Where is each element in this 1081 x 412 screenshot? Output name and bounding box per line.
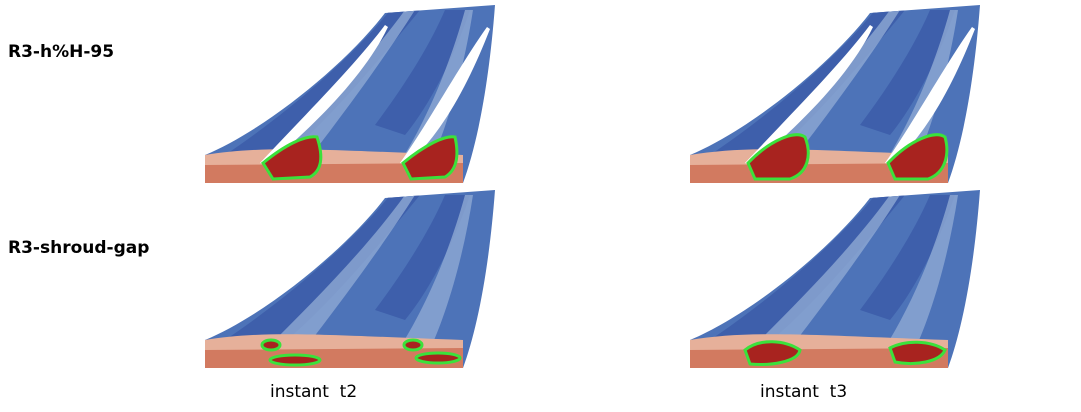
contour-panel: [205, 190, 495, 368]
contour-panel: [205, 5, 495, 183]
contour-panel: [690, 5, 980, 183]
row-label: R3-h%H-95: [8, 42, 115, 62]
column-label: instant t2: [270, 382, 358, 402]
column-label: instant t3: [760, 382, 848, 402]
contour-panel: [690, 190, 980, 368]
row-label: R3-shroud-gap: [8, 238, 150, 258]
